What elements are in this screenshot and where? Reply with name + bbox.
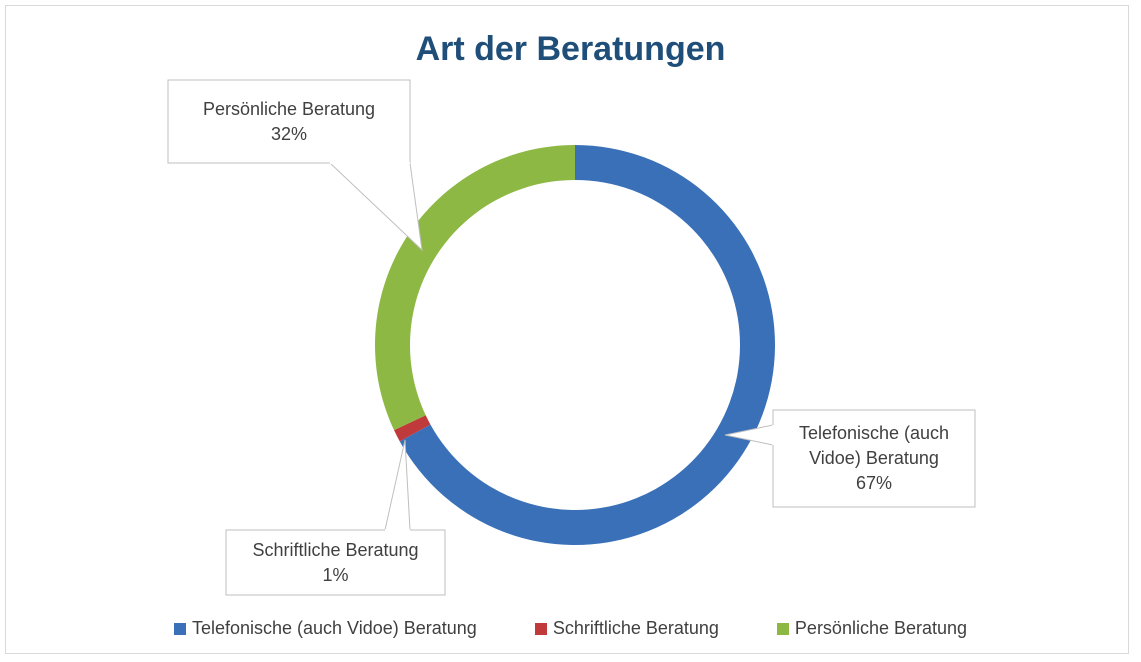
chart-frame	[5, 5, 1129, 654]
legend: Telefonische (auch Vidoe) Beratung Schrif…	[0, 618, 1141, 639]
data-label-category: Persönliche Beratung	[202, 98, 376, 119]
donut-segment	[374, 144, 575, 431]
legend-label: Persönliche Beratung	[794, 618, 968, 638]
data-label-value: 67%	[855, 473, 893, 493]
donut-segment	[394, 415, 431, 442]
data-label-category: Telefonische (auch Vidoe) Beratung	[798, 423, 950, 468]
legend-item: Persönliche Beratung	[776, 618, 968, 639]
legend-item: Schriftliche Beratung	[534, 618, 719, 639]
data-label: Persönliche Beratung 32%	[174, 80, 404, 163]
legend-swatch	[776, 622, 789, 635]
data-label: Schriftliche Beratung 1%	[232, 530, 439, 595]
legend-label: Schriftliche Beratung	[552, 618, 719, 638]
legend-item: Telefonische (auch Vidoe) Beratung	[173, 618, 477, 639]
legend-label: Telefonische (auch Vidoe) Beratung	[191, 618, 477, 638]
callout-pointer	[328, 162, 423, 252]
data-label-value: 1%	[322, 564, 349, 585]
callout-box	[225, 529, 446, 596]
legend-swatch	[534, 622, 547, 635]
callout-pointer	[384, 439, 411, 531]
callout-box	[772, 409, 976, 508]
data-label-value: 32%	[270, 123, 308, 144]
chart-title: Art der Beratungen	[415, 30, 726, 68]
data-label: Telefonische (auch Vidoe) Beratung 67%	[779, 410, 969, 507]
data-label-category: Schriftliche Beratung	[252, 539, 419, 560]
legend-swatch	[173, 622, 186, 635]
callout-box	[167, 79, 411, 164]
